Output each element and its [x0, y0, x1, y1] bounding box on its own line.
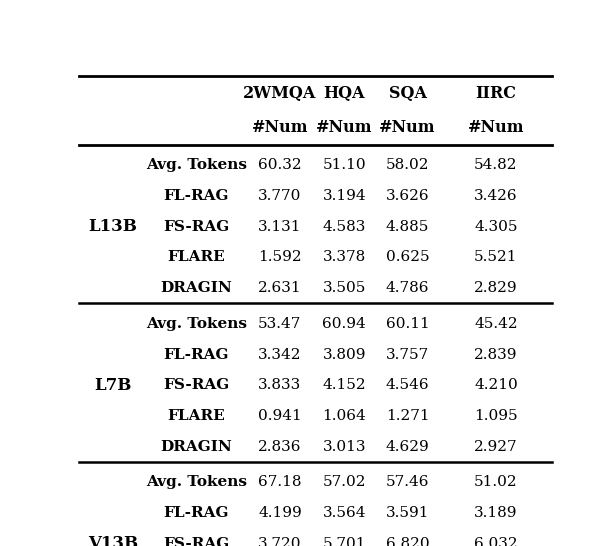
- Text: HQA: HQA: [323, 85, 365, 102]
- Text: SQA: SQA: [389, 85, 427, 102]
- Text: 3.564: 3.564: [323, 506, 366, 520]
- Text: FS-RAG: FS-RAG: [163, 219, 230, 234]
- Text: 6.032: 6.032: [474, 537, 517, 546]
- Text: 4.305: 4.305: [474, 219, 517, 234]
- Text: 54.82: 54.82: [474, 158, 517, 173]
- Text: 3.342: 3.342: [258, 348, 302, 361]
- Text: 1.095: 1.095: [474, 409, 517, 423]
- Text: FL-RAG: FL-RAG: [164, 348, 229, 361]
- Text: 4.546: 4.546: [386, 378, 429, 392]
- Text: 57.46: 57.46: [386, 476, 429, 489]
- Text: 3.426: 3.426: [474, 189, 517, 203]
- Text: 3.770: 3.770: [258, 189, 302, 203]
- Text: 2WMQA: 2WMQA: [243, 85, 317, 102]
- Text: 1.271: 1.271: [386, 409, 429, 423]
- Text: 2.836: 2.836: [258, 440, 302, 454]
- Text: 3.757: 3.757: [386, 348, 429, 361]
- Text: 51.10: 51.10: [323, 158, 366, 173]
- Text: #Num: #Num: [316, 119, 373, 136]
- Text: L7B: L7B: [94, 377, 131, 394]
- Text: 5.521: 5.521: [474, 251, 517, 264]
- Text: 1.064: 1.064: [322, 409, 367, 423]
- Text: 0.941: 0.941: [258, 409, 302, 423]
- Text: 60.94: 60.94: [322, 317, 367, 331]
- Text: 67.18: 67.18: [258, 476, 302, 489]
- Text: 3.131: 3.131: [258, 219, 302, 234]
- Text: 3.809: 3.809: [323, 348, 366, 361]
- Text: FL-RAG: FL-RAG: [164, 189, 229, 203]
- Text: 60.11: 60.11: [386, 317, 429, 331]
- Text: 6.820: 6.820: [386, 537, 429, 546]
- Text: 3.591: 3.591: [386, 506, 429, 520]
- Text: 4.199: 4.199: [258, 506, 302, 520]
- Text: 4.152: 4.152: [323, 378, 366, 392]
- Text: 3.194: 3.194: [323, 189, 366, 203]
- Text: 4.885: 4.885: [386, 219, 429, 234]
- Text: FLARE: FLARE: [168, 251, 225, 264]
- Text: IIRC: IIRC: [476, 85, 516, 102]
- Text: 3.013: 3.013: [323, 440, 366, 454]
- Text: DRAGIN: DRAGIN: [161, 440, 232, 454]
- Text: 5.701: 5.701: [323, 537, 366, 546]
- Text: 2.829: 2.829: [474, 281, 517, 295]
- Text: 57.02: 57.02: [323, 476, 366, 489]
- Text: Avg. Tokens: Avg. Tokens: [146, 317, 247, 331]
- Text: 4.786: 4.786: [386, 281, 429, 295]
- Text: 2.839: 2.839: [474, 348, 517, 361]
- Text: #Num: #Num: [468, 119, 524, 136]
- Text: 3.626: 3.626: [386, 189, 429, 203]
- Text: 0.625: 0.625: [386, 251, 429, 264]
- Text: #Num: #Num: [252, 119, 308, 136]
- Text: 4.583: 4.583: [323, 219, 366, 234]
- Text: 60.32: 60.32: [258, 158, 302, 173]
- Text: 3.505: 3.505: [323, 281, 366, 295]
- Text: DRAGIN: DRAGIN: [161, 281, 232, 295]
- Text: FLARE: FLARE: [168, 409, 225, 423]
- Text: 3.720: 3.720: [258, 537, 302, 546]
- Text: #Num: #Num: [379, 119, 436, 136]
- Text: 2.927: 2.927: [474, 440, 517, 454]
- Text: 4.210: 4.210: [474, 378, 518, 392]
- Text: 2.631: 2.631: [258, 281, 302, 295]
- Text: L13B: L13B: [88, 218, 137, 235]
- Text: 1.592: 1.592: [258, 251, 302, 264]
- Text: 45.42: 45.42: [474, 317, 517, 331]
- Text: 51.02: 51.02: [474, 476, 517, 489]
- Text: 4.629: 4.629: [386, 440, 429, 454]
- Text: 3.833: 3.833: [258, 378, 301, 392]
- Text: 53.47: 53.47: [258, 317, 302, 331]
- Text: FS-RAG: FS-RAG: [163, 537, 230, 546]
- Text: V13B: V13B: [87, 535, 138, 546]
- Text: Avg. Tokens: Avg. Tokens: [146, 476, 247, 489]
- Text: Avg. Tokens: Avg. Tokens: [146, 158, 247, 173]
- Text: FS-RAG: FS-RAG: [163, 378, 230, 392]
- Text: 3.378: 3.378: [323, 251, 366, 264]
- Text: 58.02: 58.02: [386, 158, 429, 173]
- Text: FL-RAG: FL-RAG: [164, 506, 229, 520]
- Text: 3.189: 3.189: [474, 506, 517, 520]
